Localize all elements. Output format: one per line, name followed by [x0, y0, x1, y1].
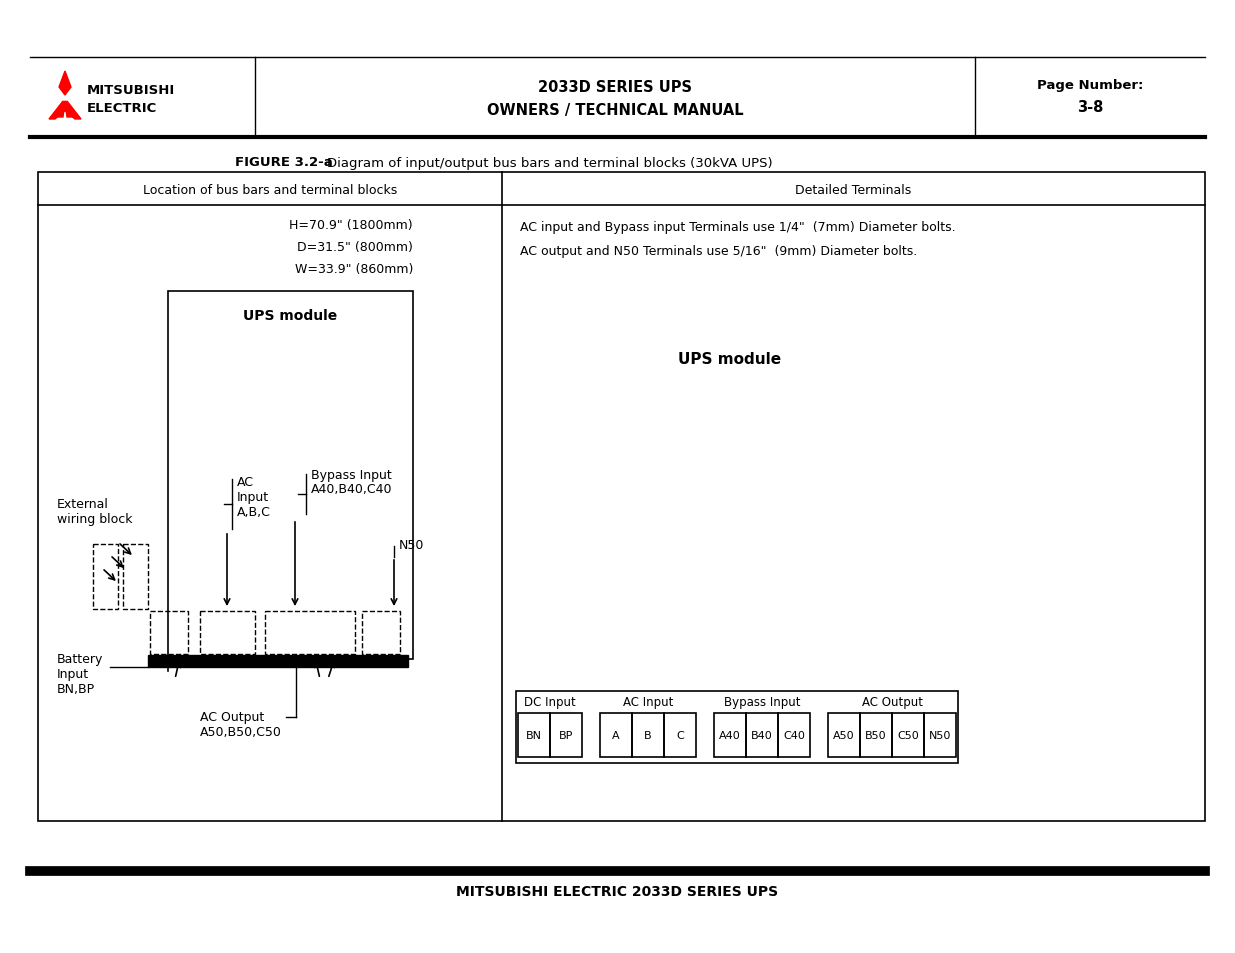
Text: H=70.9" (1800mm): H=70.9" (1800mm) [289, 219, 412, 233]
Text: 3-8: 3-8 [1077, 100, 1103, 115]
Text: W=33.9" (860mm): W=33.9" (860mm) [295, 263, 412, 276]
Bar [924, 713, 956, 758]
Bar [746, 713, 778, 758]
Text: UPS module: UPS module [678, 352, 782, 367]
Text: Diagram of input/output bus bars and terminal blocks (30kVA UPS): Diagram of input/output bus bars and ter… [310, 156, 773, 170]
Text: Bypass Input: Bypass Input [311, 469, 391, 482]
Text: B: B [645, 730, 652, 740]
Bar [93, 544, 119, 609]
Text: BN,BP: BN,BP [57, 682, 95, 696]
Bar [827, 713, 860, 758]
Text: External: External [57, 498, 109, 511]
Text: N50: N50 [399, 539, 425, 552]
Text: D=31.5" (800mm): D=31.5" (800mm) [298, 241, 412, 254]
Text: FIGURE 3.2-a: FIGURE 3.2-a [235, 156, 332, 170]
Polygon shape [61, 74, 70, 94]
Text: OWNERS / TECHNICAL MANUAL: OWNERS / TECHNICAL MANUAL [487, 102, 743, 117]
Bar [664, 713, 697, 758]
Bar [124, 544, 148, 609]
Bar [516, 691, 958, 763]
Bar [148, 656, 408, 667]
Bar [266, 612, 354, 655]
Polygon shape [63, 102, 82, 120]
Text: UPS module: UPS module [243, 309, 337, 323]
Bar [550, 713, 582, 758]
Text: AC Input: AC Input [622, 696, 673, 709]
Text: Bypass Input: Bypass Input [724, 696, 800, 709]
Text: AC output and N50 Terminals use 5/16"  (9mm) Diameter bolts.: AC output and N50 Terminals use 5/16" (9… [520, 245, 918, 258]
Text: A50,B50,C50: A50,B50,C50 [200, 726, 282, 739]
Text: MITSUBISHI ELECTRIC 2033D SERIES UPS: MITSUBISHI ELECTRIC 2033D SERIES UPS [456, 884, 778, 898]
Text: DC Input: DC Input [524, 696, 576, 709]
Text: A50: A50 [834, 730, 855, 740]
Text: BP: BP [558, 730, 573, 740]
Text: AC: AC [237, 476, 254, 489]
Text: A40,B40,C40: A40,B40,C40 [311, 483, 393, 496]
Text: wiring block: wiring block [57, 513, 132, 526]
Text: AC input and Bypass input Terminals use 1/4"  (7mm) Diameter bolts.: AC input and Bypass input Terminals use … [520, 221, 956, 234]
Text: Page Number:: Page Number: [1037, 79, 1144, 92]
Text: AC Output: AC Output [862, 696, 923, 709]
Text: B50: B50 [866, 730, 887, 740]
Bar [168, 292, 412, 659]
Text: C: C [676, 730, 684, 740]
Text: Input: Input [237, 491, 269, 504]
Polygon shape [51, 102, 65, 118]
Polygon shape [65, 102, 79, 118]
Text: BN: BN [526, 730, 542, 740]
Polygon shape [49, 102, 67, 120]
Text: Input: Input [57, 668, 89, 680]
Bar [600, 713, 632, 758]
Text: AC Output: AC Output [200, 711, 264, 723]
Bar [860, 713, 892, 758]
Bar [38, 172, 1205, 821]
Text: Battery: Battery [57, 653, 104, 666]
Bar [362, 612, 400, 655]
Bar [517, 713, 550, 758]
Text: ELECTRIC: ELECTRIC [86, 101, 157, 114]
Bar [149, 612, 188, 655]
Text: Location of bus bars and terminal blocks: Location of bus bars and terminal blocks [143, 183, 398, 196]
Text: A,B,C: A,B,C [237, 506, 270, 519]
Polygon shape [59, 71, 70, 96]
Text: Detailed Terminals: Detailed Terminals [795, 183, 911, 196]
Text: A40: A40 [719, 730, 741, 740]
Text: C50: C50 [897, 730, 919, 740]
Text: A: A [613, 730, 620, 740]
Bar [892, 713, 924, 758]
Bar [714, 713, 746, 758]
Text: C40: C40 [783, 730, 805, 740]
Bar [632, 713, 664, 758]
Bar [200, 612, 254, 655]
Text: 2033D SERIES UPS: 2033D SERIES UPS [538, 80, 692, 95]
Bar [778, 713, 810, 758]
Text: B40: B40 [751, 730, 773, 740]
Text: N50: N50 [929, 730, 951, 740]
Text: MITSUBISHI: MITSUBISHI [86, 84, 175, 96]
